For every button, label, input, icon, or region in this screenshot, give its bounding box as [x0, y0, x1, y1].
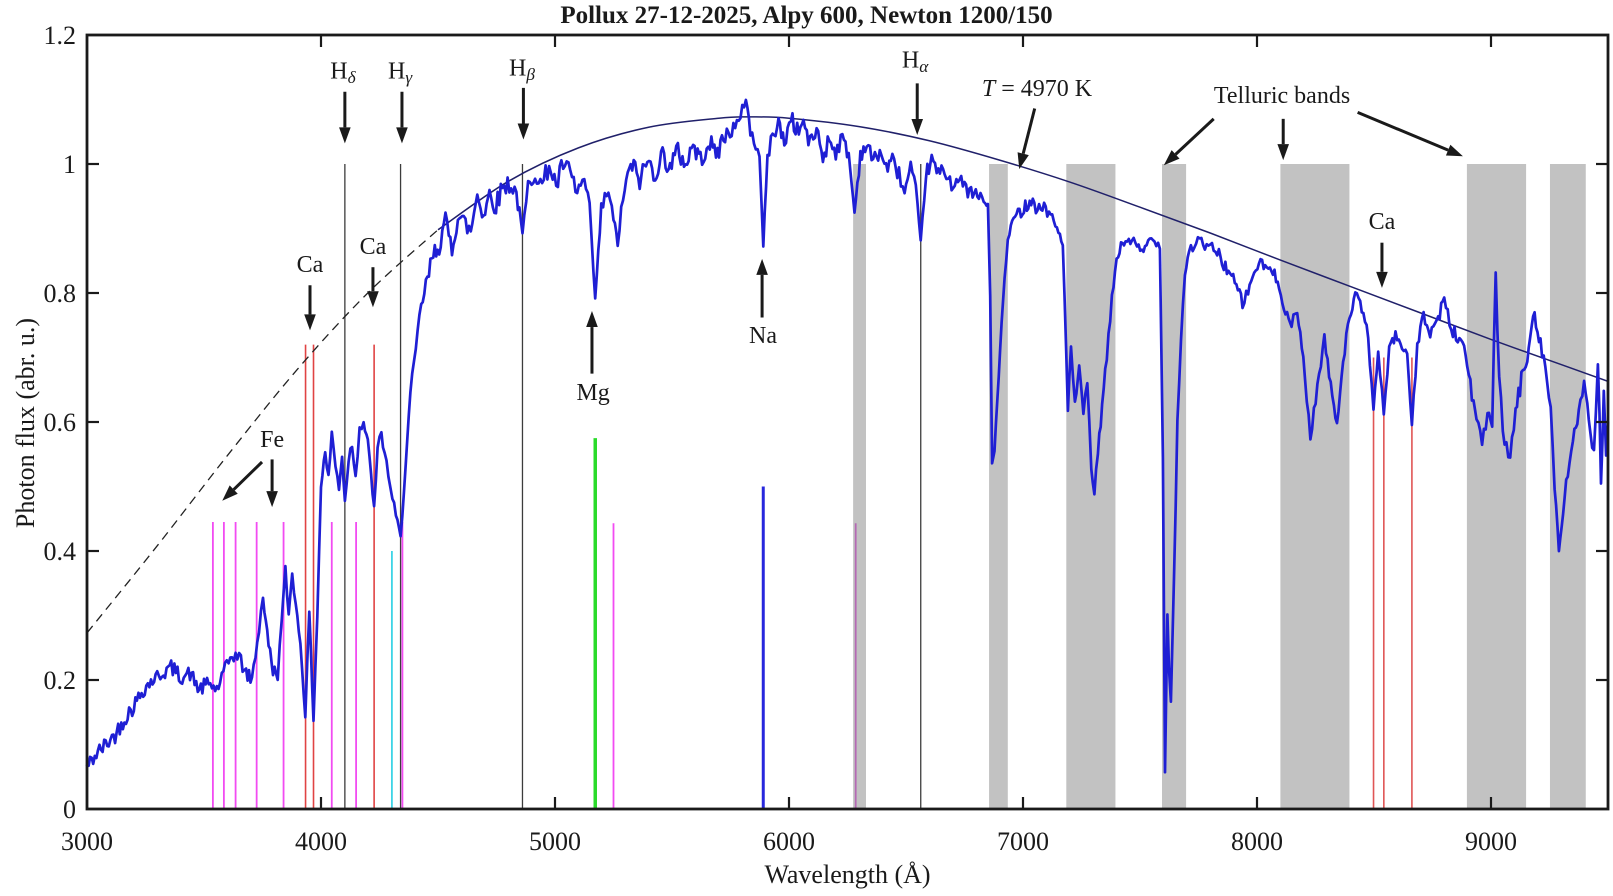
annotation-arrow-shaft: [1174, 117, 1215, 156]
ca-4227-label: Ca: [360, 235, 387, 259]
x-axis-label: Wavelength (Å): [764, 860, 931, 889]
h-alpha-label-text: H: [901, 47, 920, 74]
fe-label-text: Fe: [260, 427, 285, 454]
annotation-arrow-head: [586, 311, 598, 328]
ca-triplet-label-text: Ca: [1368, 209, 1396, 236]
h-gamma-label-text: H: [388, 58, 406, 85]
x-tick-label: 3000: [61, 827, 113, 856]
ca-hk-label: Ca: [297, 253, 324, 277]
annotation-arrow-shaft: [232, 460, 264, 491]
planck-curve-solid: [437, 116, 1609, 383]
mg-label: Mg: [576, 381, 609, 405]
y-tick-label: 0.8: [44, 279, 77, 308]
ca-4227-label-text: Ca: [359, 234, 387, 261]
ca-triplet-label: Ca: [1369, 210, 1396, 234]
y-tick-label: 0.4: [44, 537, 77, 566]
annotation-arrow-head: [1376, 271, 1388, 288]
x-tick-label: 5000: [529, 827, 581, 856]
h-delta-label: Hδ: [330, 60, 355, 87]
x-tick-label: 8000: [1231, 827, 1283, 856]
x-tick-label: 4000: [295, 827, 347, 856]
annotation-arrow-head: [756, 258, 768, 275]
telluric-band: [989, 164, 1008, 809]
annotation-arrow-head: [222, 485, 238, 501]
na-label-text: Na: [749, 322, 778, 349]
x-tick-label: 6000: [763, 827, 815, 856]
x-tick-label: 7000: [997, 827, 1049, 856]
h-alpha-label-text: α: [919, 57, 929, 77]
h-beta-label-text: H: [509, 55, 527, 82]
annotation-arrow-head: [911, 118, 924, 135]
temperature-label-text: = 4970 K: [995, 76, 1093, 103]
annotation-arrow-head: [367, 291, 379, 308]
annotation-arrow-head: [339, 127, 351, 144]
na-label: Na: [749, 324, 777, 348]
annotation-arrow-head: [1277, 144, 1290, 161]
telluric-band: [1466, 164, 1527, 809]
temperature-label: T = 4970 K: [982, 77, 1092, 101]
annotation-arrow-head: [1163, 150, 1180, 166]
annotation-arrow-head: [1017, 152, 1029, 170]
h-gamma-label: Hγ: [388, 60, 412, 87]
telluric-band: [1549, 164, 1586, 809]
y-tick-label: 0: [63, 795, 76, 824]
x-tick-label: 9000: [1465, 827, 1517, 856]
y-tick-label: 0.6: [44, 408, 77, 437]
h-gamma-label-text: γ: [405, 68, 413, 88]
h-delta-label-text: H: [330, 58, 348, 85]
chart-title: Pollux 27-12-2025, Alpy 600, Newton 1200…: [560, 2, 1053, 29]
y-tick-label: 1: [63, 150, 76, 179]
annotation-arrow-head: [517, 123, 530, 140]
h-beta-label: Hβ: [509, 57, 535, 84]
ca-hk-label-text: Ca: [296, 252, 324, 279]
telluric-band: [1066, 164, 1116, 809]
annotation-arrow-head: [1445, 144, 1463, 157]
spectrum-curve: [85, 98, 1610, 774]
annotation-arrow-head: [304, 314, 316, 331]
y-axis-label: Photon flux (abr. u.): [11, 317, 40, 529]
annotation-arrow-shaft: [1357, 111, 1449, 152]
h-delta-label-text: δ: [347, 68, 356, 88]
h-beta-label-text: β: [526, 64, 535, 84]
annotation-arrow-head: [396, 127, 408, 144]
telluric-bands-label: Telluric bands: [1214, 84, 1350, 108]
mg-label-text: Mg: [576, 379, 610, 406]
annotation-arrow-head: [266, 491, 278, 508]
h-alpha-label: Hα: [902, 49, 928, 76]
annotation-arrow-shaft: [1021, 108, 1037, 155]
y-tick-label: 0.2: [44, 666, 77, 695]
telluric-bands-label-text: Telluric bands: [1213, 83, 1351, 110]
fe-label: Fe: [260, 428, 284, 452]
y-tick-label: 1.2: [44, 21, 77, 50]
planck-curve-dashed: [86, 229, 439, 634]
telluric-band: [1280, 164, 1350, 809]
temperature-label-text: T: [981, 76, 996, 103]
